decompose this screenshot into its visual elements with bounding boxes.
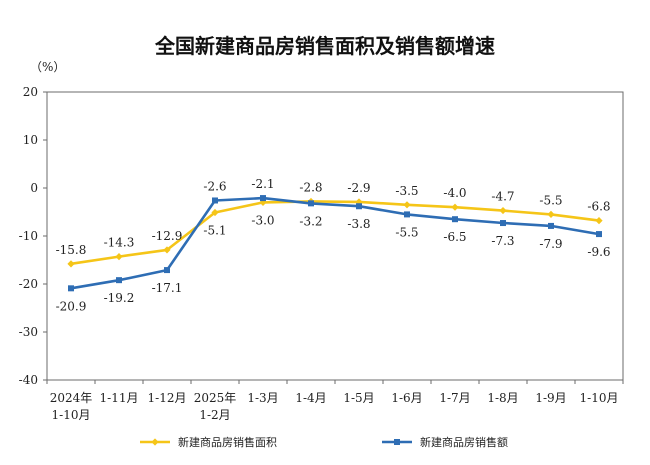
data-label-area: -2.9 (347, 181, 370, 195)
y-tick-label: 0 (30, 181, 38, 195)
data-label-sales: -17.1 (152, 281, 183, 295)
data-point-area (67, 260, 75, 268)
data-label-area: -15.8 (56, 243, 87, 257)
data-point-sales (164, 267, 170, 274)
data-point-sales (212, 197, 218, 204)
y-tick-label: 20 (23, 85, 38, 99)
data-point-sales (404, 211, 410, 218)
data-label-sales: -3.8 (347, 217, 370, 231)
data-point-area (403, 201, 411, 209)
x-tick-label: 1-2月 (199, 408, 230, 422)
legend-label-area: 新建商品房销售面积 (178, 435, 277, 449)
data-label-area: -12.9 (152, 229, 183, 243)
data-point-area (115, 253, 123, 261)
data-label-area: -6.8 (587, 200, 610, 214)
y-axis-unit: （%） (30, 60, 66, 74)
x-tick-label: 1-7月 (439, 391, 470, 405)
x-tick-label: 2024年 (50, 391, 93, 405)
y-tick-label: -20 (19, 277, 38, 291)
data-point-sales (548, 222, 554, 229)
data-point-area (547, 210, 555, 218)
data-label-sales: -7.9 (539, 237, 562, 251)
data-point-area (595, 217, 603, 225)
legend-label-sales: 新建商品房销售额 (420, 435, 508, 449)
data-point-area (499, 206, 507, 215)
data-label-area: -5.5 (539, 193, 562, 207)
data-label-sales: -2.6 (203, 179, 226, 193)
data-label-area: -2.8 (299, 180, 322, 194)
chart-title: 全国新建商品房销售面积及销售额增速 (155, 34, 495, 58)
x-tick-label: 1-4月 (295, 391, 326, 405)
data-point-sales (500, 220, 506, 227)
data-point-sales (596, 231, 602, 238)
x-tick-label: 1-10月 (52, 408, 91, 422)
data-point-area (451, 203, 459, 211)
x-tick-label: 2025年 (194, 391, 237, 405)
data-point-sales (356, 203, 362, 210)
legend-marker-area (151, 438, 159, 446)
data-point-sales (308, 200, 314, 207)
data-point-sales (116, 277, 122, 284)
x-tick-label: 1-12月 (148, 391, 187, 405)
series-line-area (70, 200, 600, 266)
y-tick-label: 10 (23, 133, 38, 147)
y-tick-label: -10 (19, 229, 38, 243)
x-tick-label: 1-6月 (391, 391, 422, 405)
x-tick-label: 1-9月 (535, 391, 566, 405)
data-label-area: -3.5 (395, 184, 418, 198)
series-line-sales (70, 196, 600, 290)
data-label-sales: -7.3 (491, 234, 514, 248)
x-tick-label: 1-3月 (247, 391, 278, 405)
data-label-sales: -2.1 (251, 177, 274, 191)
data-label-area: -4.7 (491, 190, 514, 204)
x-tick-label: 1-11月 (100, 391, 139, 405)
x-tick-label: 1-10月 (580, 391, 619, 405)
data-point-sales (260, 195, 266, 202)
data-point-sales (452, 216, 458, 223)
data-point-area (211, 208, 219, 217)
x-tick-label: 1-5月 (343, 391, 374, 405)
legend-marker-sales (394, 439, 400, 445)
data-label-area: -3.0 (251, 213, 274, 227)
data-label-sales: -3.2 (299, 214, 322, 228)
data-label-sales: -20.9 (56, 299, 87, 313)
x-tick-label: 1-8月 (487, 391, 518, 405)
data-label-area: -5.1 (203, 223, 226, 237)
data-label-sales: -5.5 (395, 225, 418, 239)
data-label-sales: -19.2 (104, 291, 135, 305)
data-point-sales (68, 285, 74, 292)
data-label-sales: -6.5 (443, 230, 466, 244)
data-label-area: -4.0 (443, 186, 466, 200)
data-label-area: -14.3 (104, 236, 135, 250)
y-tick-label: -30 (19, 325, 38, 339)
data-point-area (163, 246, 171, 254)
data-label-sales: -9.6 (587, 245, 610, 259)
y-tick-label: -40 (19, 373, 38, 387)
